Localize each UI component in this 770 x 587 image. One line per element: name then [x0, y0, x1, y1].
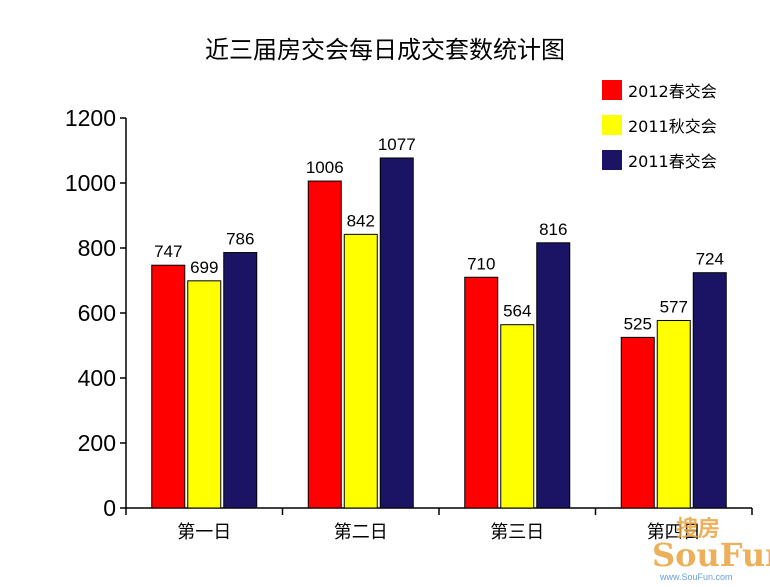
y-tick-label: 400 [78, 365, 116, 391]
bars [151, 157, 727, 509]
data-label: 1077 [378, 135, 416, 154]
watermark-url: www.SouFun.com [659, 572, 733, 582]
y-tick-label: 800 [78, 235, 116, 261]
x-tick-label: 第二日 [334, 522, 388, 543]
bar [464, 276, 499, 509]
bar [656, 319, 691, 509]
data-label: 710 [467, 254, 495, 273]
watermark-brand-en: SouFun [652, 536, 770, 574]
bar [692, 272, 727, 509]
bar [343, 233, 378, 509]
bar [187, 280, 222, 509]
data-label: 525 [624, 314, 652, 333]
data-label: 816 [539, 220, 567, 239]
bar [151, 264, 186, 509]
data-label: 724 [696, 250, 724, 269]
data-label: 1006 [306, 158, 344, 177]
bar [223, 252, 258, 509]
legend-label: 2012春交会 [628, 82, 717, 101]
soufun-watermark-logo: 搜房 SouFun www.SouFun.com [652, 516, 770, 582]
legend-swatch [602, 150, 622, 170]
x-tick-label: 第一日 [177, 522, 231, 543]
legend-label: 2011秋交会 [628, 117, 717, 136]
x-tick-label: 第三日 [490, 522, 544, 543]
legend: 2012春交会 2011秋交会 2011春交会 [602, 80, 717, 171]
data-label: 842 [347, 211, 375, 230]
bar [379, 157, 414, 509]
axes: 0 200 400 600 800 1000 1200 第一日 第二日 第三日 第四日 [65, 105, 753, 543]
bar [500, 324, 535, 509]
data-labels: 747 699 786 1006 842 1077 710 564 816 525 577 724 [154, 135, 724, 333]
legend-swatch [602, 115, 622, 135]
x-tick-label: 第四日 [647, 522, 701, 543]
y-tick-label: 0 [103, 495, 116, 521]
data-label: 786 [226, 230, 254, 249]
data-label: 699 [190, 258, 218, 277]
chart-title: 近三届房交会每日成交套数统计图 [205, 36, 565, 64]
watermark-brand-cn: 搜房 [676, 516, 720, 542]
y-tick-label: 200 [78, 430, 116, 456]
data-label: 564 [503, 302, 531, 321]
data-label: 747 [154, 242, 182, 261]
bar [307, 180, 342, 509]
y-tick-label: 1200 [65, 105, 116, 131]
bar [620, 336, 655, 509]
y-tick-label: 600 [78, 300, 116, 326]
y-tick-label: 1000 [65, 170, 116, 196]
legend-label: 2011春交会 [628, 152, 717, 171]
data-label: 577 [660, 297, 688, 316]
bar [536, 242, 571, 509]
legend-swatch [602, 80, 622, 100]
